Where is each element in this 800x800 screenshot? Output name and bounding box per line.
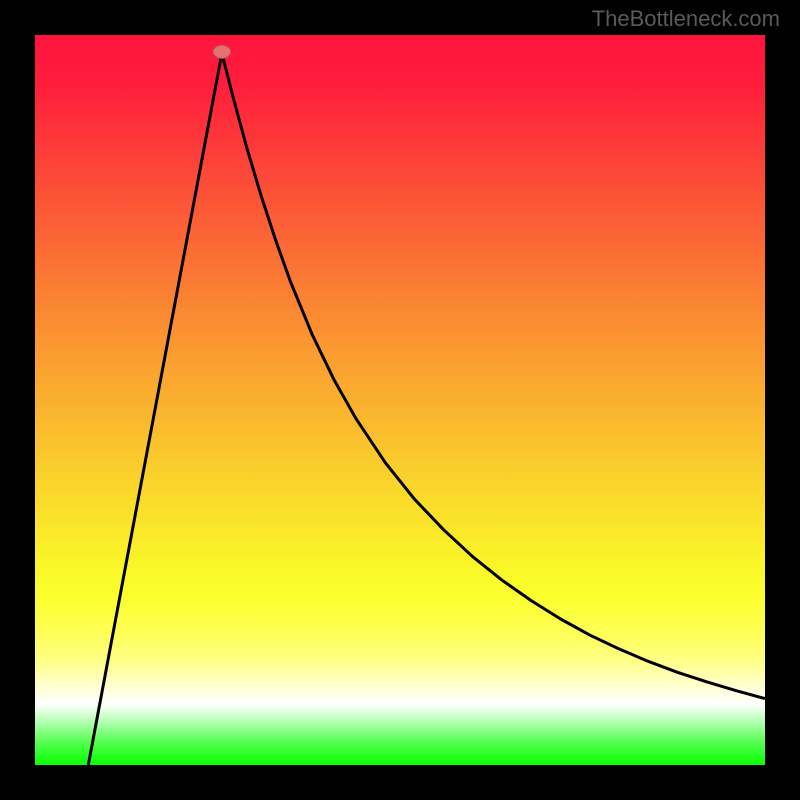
- minimum-marker: [213, 45, 231, 58]
- curve-path: [88, 53, 765, 765]
- watermark-text: TheBottleneck.com: [592, 6, 780, 32]
- bottleneck-curve: [35, 35, 765, 765]
- chart-area: [35, 35, 765, 765]
